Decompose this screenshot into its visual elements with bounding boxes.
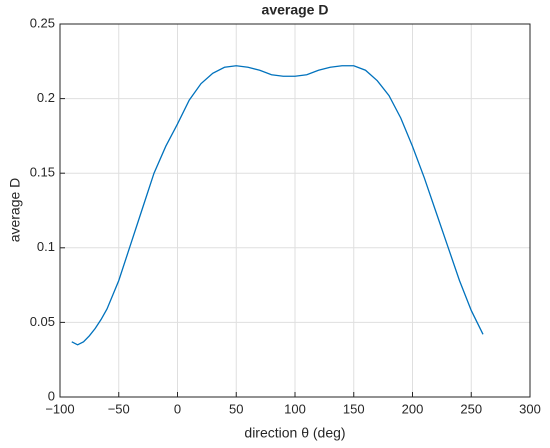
y-tick-label: 0.2 <box>37 90 55 105</box>
y-tick-label: 0.25 <box>30 15 55 30</box>
x-tick-label: −50 <box>108 401 130 416</box>
plot-frame <box>59 23 531 398</box>
x-tick-label: 250 <box>460 401 482 416</box>
y-tick-label: 0.1 <box>37 239 55 254</box>
x-tick-label: 0 <box>174 401 181 416</box>
x-tick-label: 300 <box>519 401 541 416</box>
x-tick-label: 50 <box>229 401 243 416</box>
y-tick-label: 0.15 <box>30 165 55 180</box>
x-axis-label: direction θ (deg) <box>244 425 345 441</box>
x-tick-label: 200 <box>402 401 424 416</box>
chart-title: average D <box>262 2 329 18</box>
y-axis-label: average D <box>7 178 23 243</box>
x-tick-label: 100 <box>284 401 306 416</box>
data-line <box>71 65 484 346</box>
x-tick-label: 150 <box>343 401 365 416</box>
x-tick-label: −100 <box>45 401 74 416</box>
y-tick-label: 0 <box>48 388 55 403</box>
y-tick-label: 0.05 <box>30 314 55 329</box>
